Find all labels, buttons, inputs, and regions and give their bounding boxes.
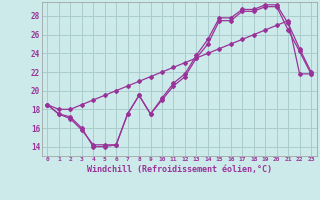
X-axis label: Windchill (Refroidissement éolien,°C): Windchill (Refroidissement éolien,°C)	[87, 165, 272, 174]
